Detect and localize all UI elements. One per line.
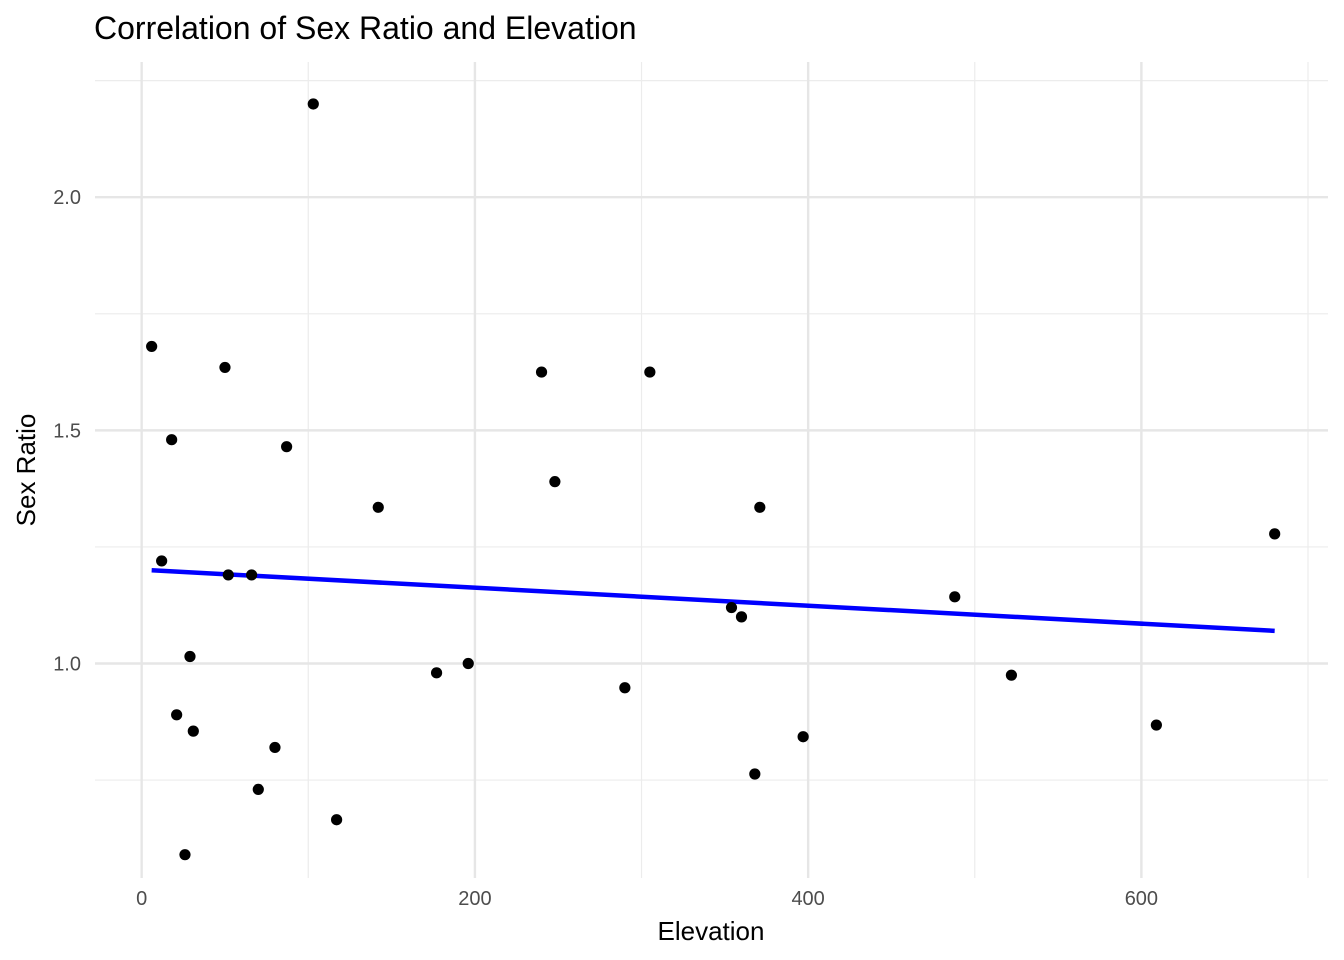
data-point bbox=[179, 849, 191, 861]
data-point bbox=[246, 569, 258, 581]
chart-title: Correlation of Sex Ratio and Elevation bbox=[94, 10, 637, 46]
data-point bbox=[281, 441, 293, 453]
y-tick-label: 2.0 bbox=[53, 187, 81, 209]
data-point bbox=[430, 667, 443, 679]
data-point bbox=[749, 768, 761, 780]
data-point bbox=[307, 98, 319, 110]
data-point bbox=[462, 657, 474, 670]
y-tick-label: 1.0 bbox=[53, 654, 81, 676]
data-point bbox=[146, 340, 158, 353]
x-tick-label: 0 bbox=[136, 888, 147, 910]
data-point bbox=[219, 361, 231, 374]
data-point bbox=[222, 569, 234, 581]
data-point bbox=[252, 783, 264, 796]
major-gridlines bbox=[95, 62, 1328, 878]
x-tick-label: 600 bbox=[1125, 888, 1158, 910]
x-tick-label: 200 bbox=[458, 888, 491, 910]
data-point bbox=[184, 650, 196, 663]
data-point bbox=[331, 814, 343, 826]
regression-line bbox=[151, 568, 1275, 634]
data-point bbox=[644, 366, 656, 378]
data-point bbox=[535, 366, 548, 378]
data-point bbox=[549, 476, 561, 488]
y-axis-title: Sex Ratio bbox=[11, 414, 41, 527]
data-point bbox=[269, 741, 281, 754]
x-axis-title: Elevation bbox=[658, 916, 765, 946]
y-tick-label: 1.5 bbox=[53, 420, 81, 442]
data-point bbox=[797, 731, 809, 743]
data-point bbox=[171, 709, 183, 721]
minor-gridlines bbox=[95, 62, 1328, 878]
data-point bbox=[735, 611, 748, 623]
data-point bbox=[166, 434, 178, 446]
data-point bbox=[949, 591, 961, 603]
y-axis-tick-labels: 1.0 1.5 2.0 bbox=[53, 187, 81, 675]
data-point bbox=[725, 601, 738, 614]
x-tick-label: 400 bbox=[791, 888, 824, 910]
data-point bbox=[619, 682, 631, 694]
data-point bbox=[1150, 719, 1162, 731]
data-point bbox=[156, 555, 168, 567]
data-point bbox=[187, 725, 199, 737]
data-point bbox=[372, 501, 384, 513]
data-point bbox=[754, 501, 766, 513]
data-point bbox=[1005, 669, 1018, 681]
x-axis-tick-labels: 0 200 400 600 bbox=[136, 888, 1158, 910]
data-point bbox=[1269, 528, 1281, 540]
data-points bbox=[146, 98, 1281, 861]
regression-line-layer bbox=[151, 568, 1275, 634]
